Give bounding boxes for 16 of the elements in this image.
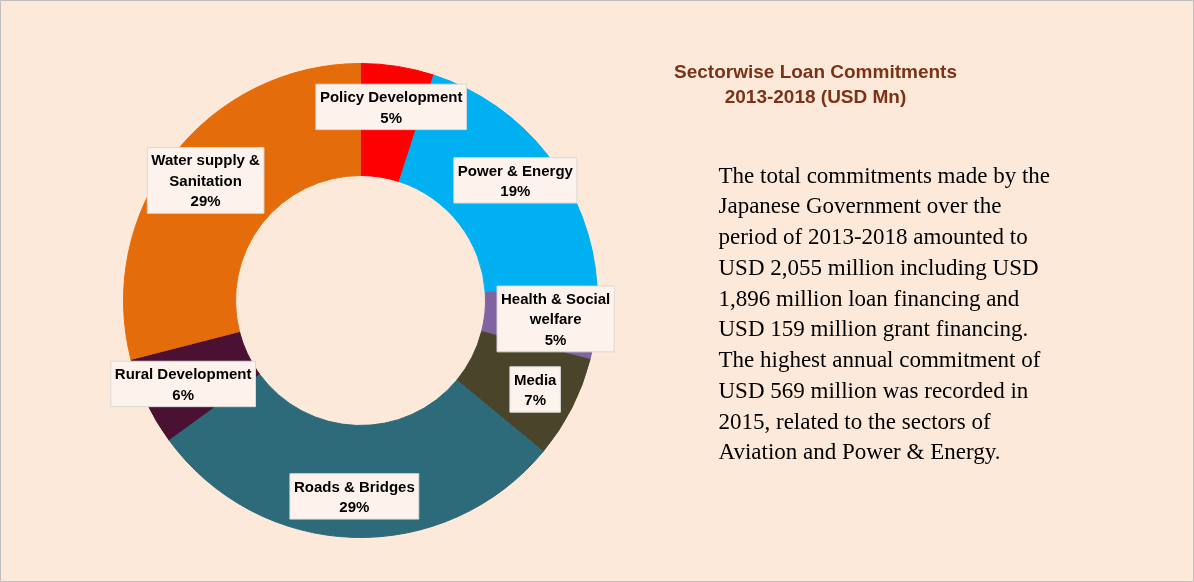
data-label: 6% <box>172 385 194 403</box>
data-label: 19% <box>500 182 531 200</box>
data-label: 29% <box>339 498 370 516</box>
slice-label: Water supply & Sanitation <box>151 151 261 189</box>
slice-label: Rural Development <box>114 365 252 383</box>
data-label: 5% <box>544 330 567 348</box>
text: The total commitments made by the Japanese Government over the period of 2013-2018 amounted to USD 2,055 million including USD 1,896 million loan financing and USD 159 million grant financing. The highest annual commitment of USD 569 million was recorded in 2015, related to the sectors of Aviation and Power & Energy. <box>718 162 1051 465</box>
text: Sectorwise Loan Commitments 2013-2018 (USD Mn) <box>674 60 957 107</box>
slice-label: Roads & Bridges <box>293 477 415 495</box>
slice-label: Policy Development <box>319 88 463 106</box>
data-label: 5% <box>380 108 403 126</box>
slice-label: Power & Energy <box>457 161 574 179</box>
slice-label: Media <box>513 370 558 388</box>
data-label: 7% <box>524 391 546 409</box>
slice-label: Health & Social welfare <box>501 290 611 328</box>
data-label: 29% <box>190 192 221 210</box>
